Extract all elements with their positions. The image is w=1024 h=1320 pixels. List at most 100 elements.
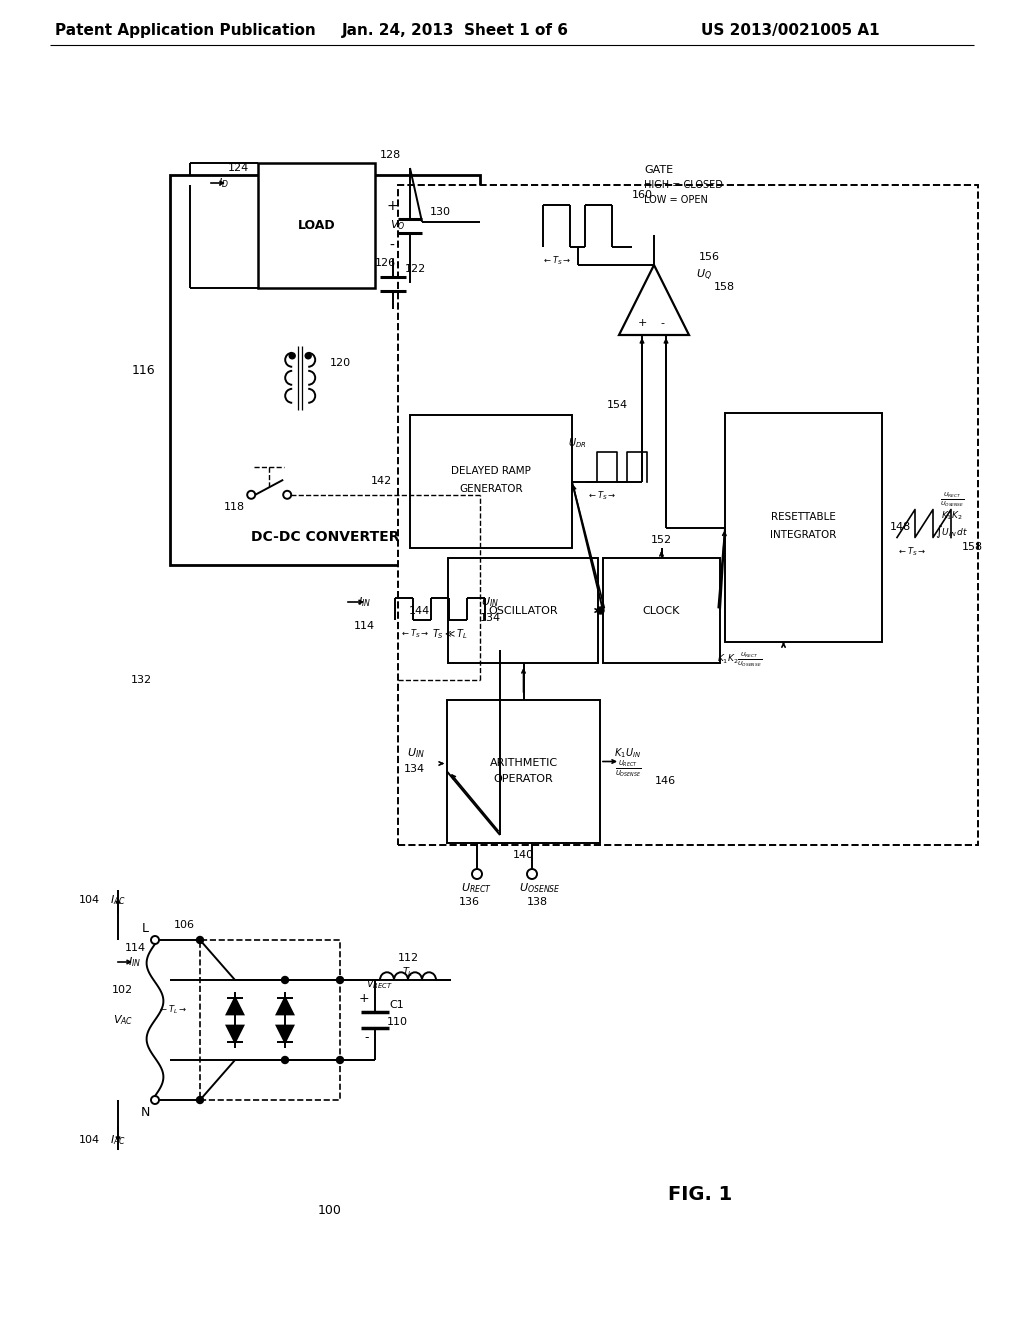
Text: US 2013/0021005 A1: US 2013/0021005 A1 — [700, 24, 880, 38]
Text: L: L — [141, 921, 148, 935]
Text: +: + — [637, 318, 647, 327]
Polygon shape — [276, 998, 294, 1014]
Circle shape — [282, 977, 289, 983]
Text: $K_1 K_2 \frac{U_{RECT}}{U_{OSENSE}}$: $K_1 K_2 \frac{U_{RECT}}{U_{OSENSE}}$ — [718, 651, 763, 669]
Bar — [398, 185, 978, 845]
Text: 126: 126 — [375, 259, 395, 268]
Text: HIGH = CLOSED: HIGH = CLOSED — [644, 180, 723, 190]
Polygon shape — [226, 998, 244, 1014]
Text: 100: 100 — [318, 1204, 342, 1217]
Text: N: N — [140, 1106, 150, 1118]
Text: OPERATOR: OPERATOR — [494, 775, 553, 784]
Text: 138: 138 — [526, 898, 548, 907]
Text: $I_{IN}$: $I_{IN}$ — [358, 595, 372, 609]
Text: $V_O$: $V_O$ — [390, 219, 406, 232]
Text: 140: 140 — [513, 850, 535, 861]
Text: Jan. 24, 2013  Sheet 1 of 6: Jan. 24, 2013 Sheet 1 of 6 — [341, 24, 568, 38]
Text: 104: 104 — [79, 1135, 100, 1144]
Text: LOAD: LOAD — [298, 219, 335, 232]
Text: 142: 142 — [371, 477, 392, 487]
Text: $\leftarrow T_L \rightarrow$: $\leftarrow T_L \rightarrow$ — [159, 1003, 187, 1016]
Text: DELAYED RAMP: DELAYED RAMP — [451, 466, 530, 477]
Text: DC-DC CONVERTER: DC-DC CONVERTER — [251, 531, 399, 544]
Text: 104: 104 — [79, 895, 100, 906]
Text: FIG. 1: FIG. 1 — [668, 1185, 732, 1204]
Text: $I_{IN}$: $I_{IN}$ — [128, 956, 141, 969]
Circle shape — [337, 977, 343, 983]
Circle shape — [305, 352, 311, 359]
Circle shape — [197, 1097, 204, 1104]
Text: C1: C1 — [389, 1001, 404, 1010]
Text: $K_1 K_2$: $K_1 K_2$ — [941, 510, 963, 521]
Text: $U_{IN}$: $U_{IN}$ — [407, 747, 425, 760]
Text: Patent Application Publication: Patent Application Publication — [54, 24, 315, 38]
Text: 102: 102 — [112, 985, 133, 995]
Text: 154: 154 — [606, 400, 628, 411]
Text: ARITHMETIC: ARITHMETIC — [489, 759, 557, 768]
Circle shape — [597, 607, 604, 614]
Text: $\int U_{IN} \, dt$: $\int U_{IN} \, dt$ — [936, 523, 969, 540]
Bar — [410, 414, 572, 548]
Text: $U_{OSENSE}$: $U_{OSENSE}$ — [519, 882, 561, 895]
Text: $U_{RECT}$: $U_{RECT}$ — [462, 882, 493, 895]
Text: 134: 134 — [403, 764, 425, 775]
Text: $\frac{U_{RECT}}{U_{OSENSE}}$: $\frac{U_{RECT}}{U_{OSENSE}}$ — [940, 490, 965, 510]
Text: $I_{AC}$: $I_{AC}$ — [110, 894, 126, 907]
Text: RESETTABLE: RESETTABLE — [771, 512, 836, 523]
Text: $T_S \ll T_L$: $T_S \ll T_L$ — [432, 627, 468, 642]
Text: 158: 158 — [962, 543, 983, 553]
Text: 112: 112 — [397, 953, 419, 964]
Bar — [725, 413, 882, 642]
Text: LOW = OPEN: LOW = OPEN — [644, 195, 708, 205]
Text: 122: 122 — [404, 264, 426, 275]
Circle shape — [289, 352, 295, 359]
Text: $\leftarrow T_S \rightarrow$: $\leftarrow T_S \rightarrow$ — [897, 545, 927, 558]
Text: $\leftarrow T_S \rightarrow$: $\leftarrow T_S \rightarrow$ — [400, 628, 430, 640]
Text: 130: 130 — [429, 207, 451, 216]
Text: $\frac{U_{RECT}}{U_{OSENSE}}$: $\frac{U_{RECT}}{U_{OSENSE}}$ — [614, 758, 641, 779]
Text: +: + — [386, 198, 397, 213]
Text: -: - — [660, 318, 664, 327]
Polygon shape — [226, 1026, 244, 1043]
Text: $V_{AC}$: $V_{AC}$ — [113, 1014, 133, 1027]
Text: -: - — [389, 239, 394, 252]
Text: 160: 160 — [632, 190, 652, 201]
Text: 134: 134 — [479, 612, 501, 623]
Text: $\leftarrow T_S \rightarrow$: $\leftarrow T_S \rightarrow$ — [542, 255, 571, 267]
Text: OSCILLATOR: OSCILLATOR — [488, 606, 558, 615]
Text: 124: 124 — [227, 162, 249, 173]
Text: 106: 106 — [174, 920, 195, 931]
Text: 156: 156 — [698, 252, 720, 261]
Text: 144: 144 — [409, 606, 430, 615]
Text: $T_L$: $T_L$ — [402, 965, 414, 979]
Text: GATE: GATE — [644, 165, 673, 176]
Text: 114: 114 — [125, 942, 145, 953]
Text: $U_Q$: $U_Q$ — [696, 268, 712, 282]
Text: $V_{RECT}$: $V_{RECT}$ — [367, 977, 393, 991]
Text: $\leftarrow T_S \rightarrow$: $\leftarrow T_S \rightarrow$ — [587, 490, 616, 502]
Text: 152: 152 — [651, 535, 672, 545]
Text: $I_{AC}$: $I_{AC}$ — [110, 1133, 126, 1147]
Text: CLOCK: CLOCK — [643, 606, 680, 615]
Text: 132: 132 — [131, 675, 152, 685]
Text: $I_D$: $I_D$ — [217, 176, 228, 190]
Text: +: + — [358, 991, 369, 1005]
Text: 128: 128 — [379, 150, 400, 160]
Text: $U_{DR}$: $U_{DR}$ — [567, 437, 586, 450]
Text: $U_{IN}$: $U_{IN}$ — [481, 595, 499, 609]
Text: 148: 148 — [890, 523, 910, 532]
Bar — [170, 176, 480, 565]
Text: 136: 136 — [459, 898, 479, 907]
Text: INTEGRATOR: INTEGRATOR — [770, 531, 837, 540]
Text: 120: 120 — [330, 358, 351, 368]
Bar — [258, 162, 375, 288]
Bar — [603, 558, 720, 663]
Text: 114: 114 — [354, 620, 375, 631]
Text: -: - — [365, 1031, 369, 1044]
Text: 158: 158 — [714, 282, 734, 292]
Text: $K_1 U_{IN}$: $K_1 U_{IN}$ — [614, 747, 641, 760]
Text: 118: 118 — [223, 502, 245, 512]
Text: 116: 116 — [131, 363, 155, 376]
Text: 146: 146 — [654, 776, 676, 787]
Polygon shape — [276, 1026, 294, 1043]
